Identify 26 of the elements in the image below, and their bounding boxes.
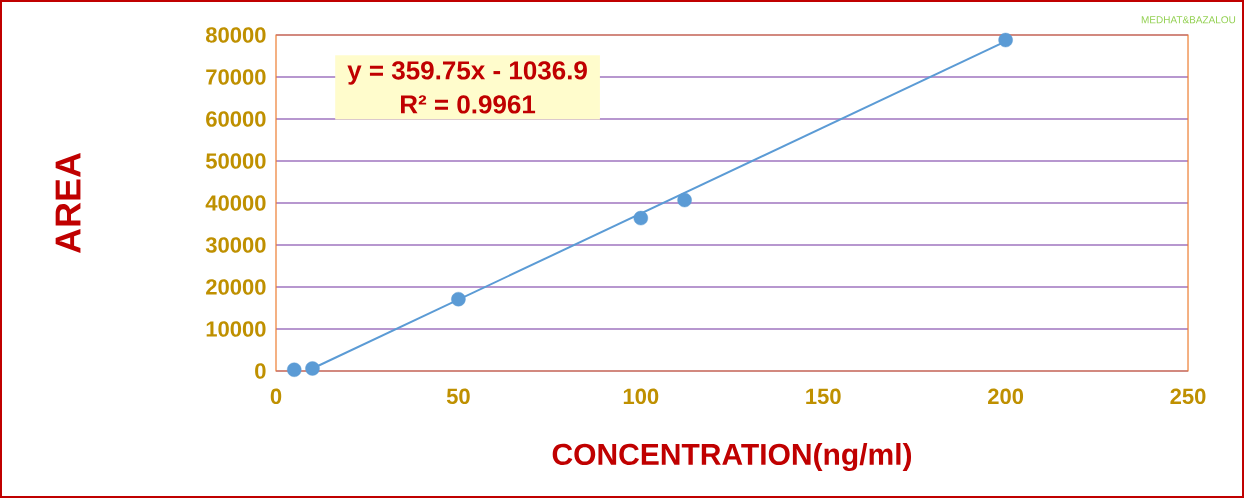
x-axis-title: CONCENTRATION(ng/ml) bbox=[552, 442, 912, 472]
y-tick-label: 10000 bbox=[206, 321, 266, 337]
x-tick-label: 0 bbox=[270, 388, 282, 405]
x-tick-label: 250 bbox=[1170, 388, 1206, 405]
point bbox=[305, 361, 320, 376]
text: MEDHAT&BAZALOU bbox=[1141, 16, 1236, 24]
y-tick-label: 80000 bbox=[206, 27, 266, 43]
y-tick-label: 0 bbox=[255, 363, 266, 379]
y-tick-label: 20000 bbox=[206, 279, 266, 295]
y-axis-title: AREA bbox=[55, 152, 81, 254]
point bbox=[451, 291, 466, 307]
x-tick-label: 200 bbox=[988, 388, 1024, 405]
point bbox=[633, 210, 649, 226]
point bbox=[998, 32, 1013, 48]
point bbox=[677, 192, 692, 208]
x-tick-label: 100 bbox=[623, 388, 659, 405]
y-tick-label: 60000 bbox=[206, 111, 266, 127]
annotation: R² = 0.9961 bbox=[401, 95, 536, 114]
y-tick-label: 30000 bbox=[205, 237, 266, 253]
y-tick-label: 40000 bbox=[205, 195, 266, 211]
annotation: y = 359.75x - 1036.9 bbox=[347, 61, 587, 85]
y-tick-label: 70000 bbox=[206, 69, 266, 85]
x-tick-label: 150 bbox=[806, 388, 841, 405]
x-tick-label: 50 bbox=[446, 388, 470, 405]
point bbox=[287, 362, 302, 377]
y-tick-label: 50000 bbox=[205, 153, 266, 169]
